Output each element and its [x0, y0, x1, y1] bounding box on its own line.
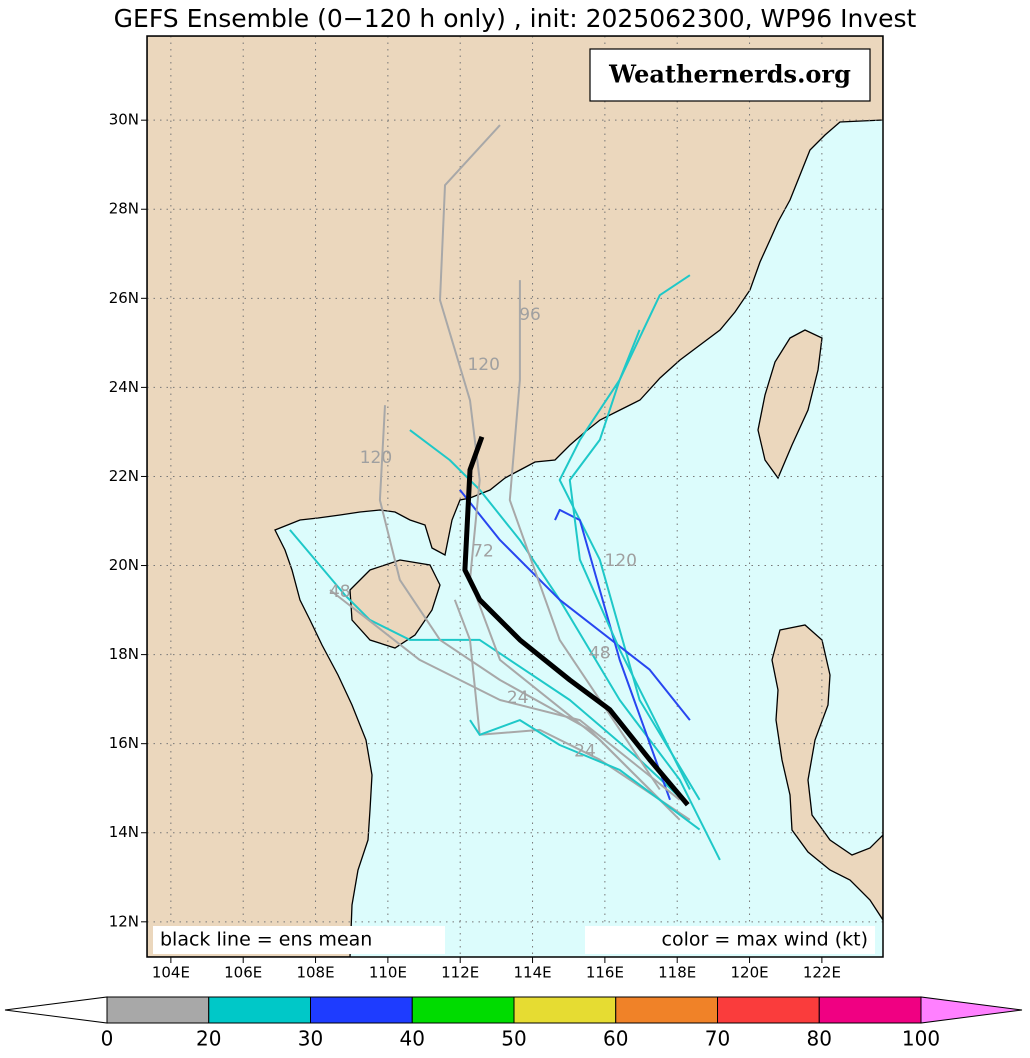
forecast-hour-label: 48: [329, 582, 351, 602]
forecast-hour-label: 24: [574, 742, 596, 762]
forecast-hour-label: 120: [605, 551, 637, 571]
colorbar-segment: [615, 996, 718, 1024]
forecast-hour-label: 24: [507, 688, 529, 708]
watermark-box: [589, 48, 871, 102]
y-tick-label: 14N: [109, 823, 139, 841]
legend-left-box: [153, 926, 445, 954]
map-area: [147, 36, 883, 957]
legend-right-box: [585, 926, 875, 954]
colorbar-label: 30: [298, 1027, 323, 1051]
y-tick-label: 24N: [109, 378, 139, 396]
forecast-hour-label: 120: [360, 448, 392, 468]
x-tick-label: 104E: [152, 964, 190, 982]
colorbar-over: [920, 996, 1023, 1024]
colorbar-segment: [717, 996, 820, 1024]
member-track: [439, 124, 681, 821]
y-tick-label: 22N: [109, 467, 139, 485]
colorbar-segment: [411, 996, 515, 1024]
forecast-hour-label: 72: [472, 542, 494, 562]
colorbar-label: 50: [501, 1027, 526, 1051]
legend-left: black line = ens mean: [160, 929, 372, 951]
member-track: [409, 429, 721, 861]
colorbar-segment: [310, 996, 413, 1024]
colorbar-under: [4, 996, 108, 1024]
legend-right: color = max wind (kt): [662, 929, 868, 951]
y-tick-label: 16N: [109, 734, 139, 752]
colorbar-segment: [818, 996, 922, 1024]
colorbar-label: 70: [705, 1027, 730, 1051]
taiwan: [757, 329, 823, 480]
colorbar-label: 100: [902, 1027, 940, 1051]
x-tick-label: 106E: [224, 964, 262, 982]
member-track: [459, 489, 691, 721]
plot-layer: 120 120 96 120 48 48 24 24 72: [147, 36, 883, 957]
x-tick-label: 110E: [369, 964, 407, 982]
x-tick-label: 116E: [586, 964, 624, 982]
y-tick-label: 12N: [109, 912, 139, 930]
y-tick-label: 26N: [109, 289, 139, 307]
member-track: [508, 280, 661, 791]
forecast-hour-label: 120: [467, 355, 499, 375]
colorbar-segment: [208, 996, 311, 1024]
forecast-hour-label: 96: [519, 305, 541, 325]
member-track: [378, 405, 671, 811]
x-tick-label: 112E: [441, 964, 479, 982]
luzon: [771, 624, 883, 922]
y-tick-label: 28N: [109, 200, 139, 218]
colorbar-segment: [513, 996, 617, 1024]
title: GEFS Ensemble (0−120 h only) , init: 202…: [114, 4, 917, 33]
mainland: [147, 36, 883, 957]
colorbar-segment: [106, 996, 210, 1024]
x-tick-label: 108E: [296, 964, 334, 982]
watermark: Weathernerds.org: [608, 60, 851, 89]
member-track: [469, 719, 701, 831]
colorbar-label: 0: [101, 1027, 114, 1051]
hainan: [349, 559, 441, 649]
y-tick-label: 18N: [109, 645, 139, 663]
member-track: [289, 529, 689, 806]
plot-frame: [146, 35, 884, 958]
y-tick-label: 20N: [109, 556, 139, 574]
forecast-hour-label: 48: [589, 644, 611, 664]
member-track: [329, 589, 681, 801]
colorbar-label: 80: [807, 1027, 832, 1051]
x-tick-label: 114E: [513, 964, 551, 982]
colorbar-label: 40: [400, 1027, 425, 1051]
member-track: [568, 274, 691, 790]
x-tick-label: 120E: [730, 964, 768, 982]
member-track: [453, 599, 691, 821]
mean-track: [462, 435, 690, 807]
colorbar: 0 20 30 40 50 60 70 80 100: [4, 996, 1023, 1051]
x-tick-label: 118E: [658, 964, 696, 982]
colorbar-label: 20: [196, 1027, 221, 1051]
colorbar-label: 60: [603, 1027, 628, 1051]
y-tick-label: 30N: [109, 111, 139, 129]
x-tick-label: 122E: [803, 964, 841, 982]
member-track: [554, 508, 671, 801]
